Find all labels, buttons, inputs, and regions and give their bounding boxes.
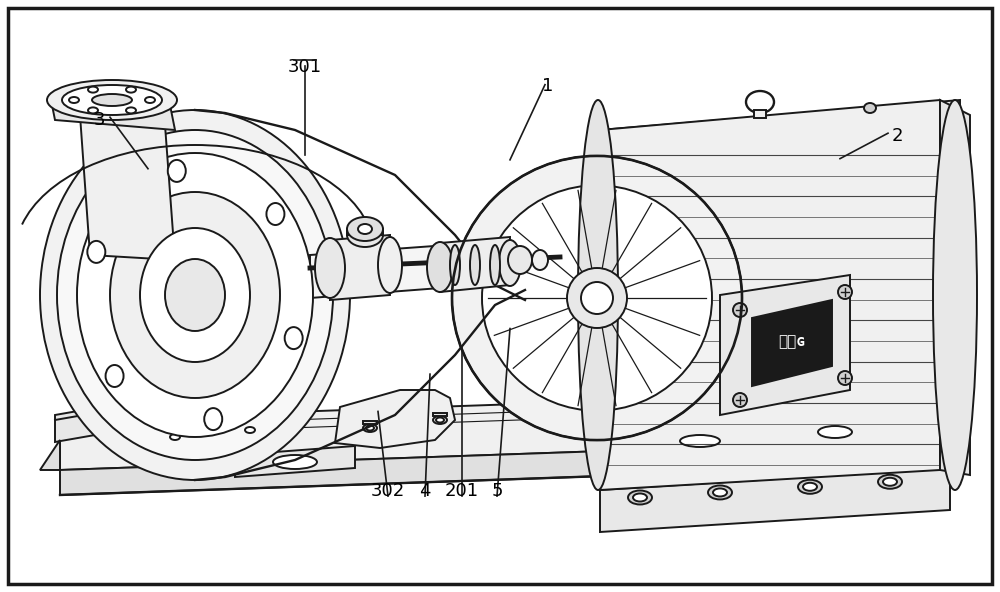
Ellipse shape [482,185,712,411]
Ellipse shape [733,303,747,317]
Ellipse shape [733,393,747,407]
Polygon shape [60,440,920,495]
Ellipse shape [347,217,383,241]
Ellipse shape [204,408,222,430]
Ellipse shape [933,100,977,490]
Ellipse shape [242,425,258,435]
Ellipse shape [508,246,532,274]
Polygon shape [600,100,960,155]
Ellipse shape [347,223,383,247]
Polygon shape [60,390,920,470]
Polygon shape [80,115,175,260]
Ellipse shape [47,80,177,120]
Ellipse shape [167,432,183,442]
Ellipse shape [285,327,303,349]
Ellipse shape [628,491,652,504]
Ellipse shape [273,455,317,469]
Polygon shape [940,100,970,475]
Polygon shape [40,440,60,470]
Ellipse shape [88,86,98,92]
Bar [167,429,183,432]
Bar [242,422,258,425]
Ellipse shape [450,245,460,285]
Ellipse shape [818,426,852,438]
Polygon shape [800,422,870,443]
Bar [363,421,377,424]
Text: 301: 301 [288,58,322,76]
Polygon shape [752,300,832,386]
Ellipse shape [499,240,521,286]
Ellipse shape [87,241,105,263]
Ellipse shape [126,107,136,114]
Ellipse shape [77,153,313,437]
Ellipse shape [633,494,647,501]
Ellipse shape [40,110,350,480]
Ellipse shape [366,426,374,430]
Polygon shape [335,390,455,448]
Ellipse shape [490,245,500,285]
Ellipse shape [110,192,280,398]
Ellipse shape [581,282,613,314]
Ellipse shape [170,434,180,440]
Ellipse shape [713,488,727,497]
Ellipse shape [878,475,902,489]
Ellipse shape [106,365,124,387]
Ellipse shape [427,242,453,292]
Ellipse shape [532,250,548,270]
Text: 2: 2 [892,127,904,145]
Polygon shape [660,428,740,454]
Text: 4: 4 [419,482,431,500]
Polygon shape [600,100,940,490]
Polygon shape [55,408,95,442]
Ellipse shape [838,371,852,385]
Ellipse shape [578,100,618,490]
Ellipse shape [378,237,402,293]
Polygon shape [600,468,950,532]
Ellipse shape [708,485,732,500]
Ellipse shape [803,483,817,491]
Polygon shape [310,238,545,298]
Ellipse shape [140,228,250,362]
Ellipse shape [436,417,444,423]
Ellipse shape [57,130,333,460]
Text: 302: 302 [371,482,405,500]
Ellipse shape [165,259,225,331]
Bar [433,413,447,416]
Ellipse shape [864,103,876,113]
Polygon shape [330,235,390,300]
Ellipse shape [452,156,742,440]
Ellipse shape [433,416,447,424]
Ellipse shape [69,97,79,103]
Ellipse shape [315,238,345,298]
Ellipse shape [680,435,720,447]
Polygon shape [720,275,850,415]
Text: 3: 3 [94,111,105,129]
Text: ᴡᴇɢ: ᴡᴇɢ [778,334,806,349]
Ellipse shape [838,285,852,299]
Ellipse shape [266,203,284,225]
Polygon shape [235,446,355,477]
Bar [754,110,766,118]
Ellipse shape [88,107,98,114]
Ellipse shape [245,427,255,433]
Text: 201: 201 [445,482,479,500]
Polygon shape [130,380,275,458]
Ellipse shape [62,85,162,115]
Bar [347,229,383,235]
Ellipse shape [798,480,822,494]
Ellipse shape [358,224,372,234]
Ellipse shape [126,86,136,92]
Ellipse shape [883,478,897,486]
Ellipse shape [567,268,627,328]
Ellipse shape [168,160,186,182]
Ellipse shape [92,94,132,106]
Ellipse shape [470,245,480,285]
Text: 5: 5 [491,482,503,500]
Text: 1: 1 [542,77,554,95]
Ellipse shape [145,97,155,103]
Polygon shape [50,95,175,130]
Ellipse shape [363,424,377,432]
Polygon shape [440,237,510,292]
